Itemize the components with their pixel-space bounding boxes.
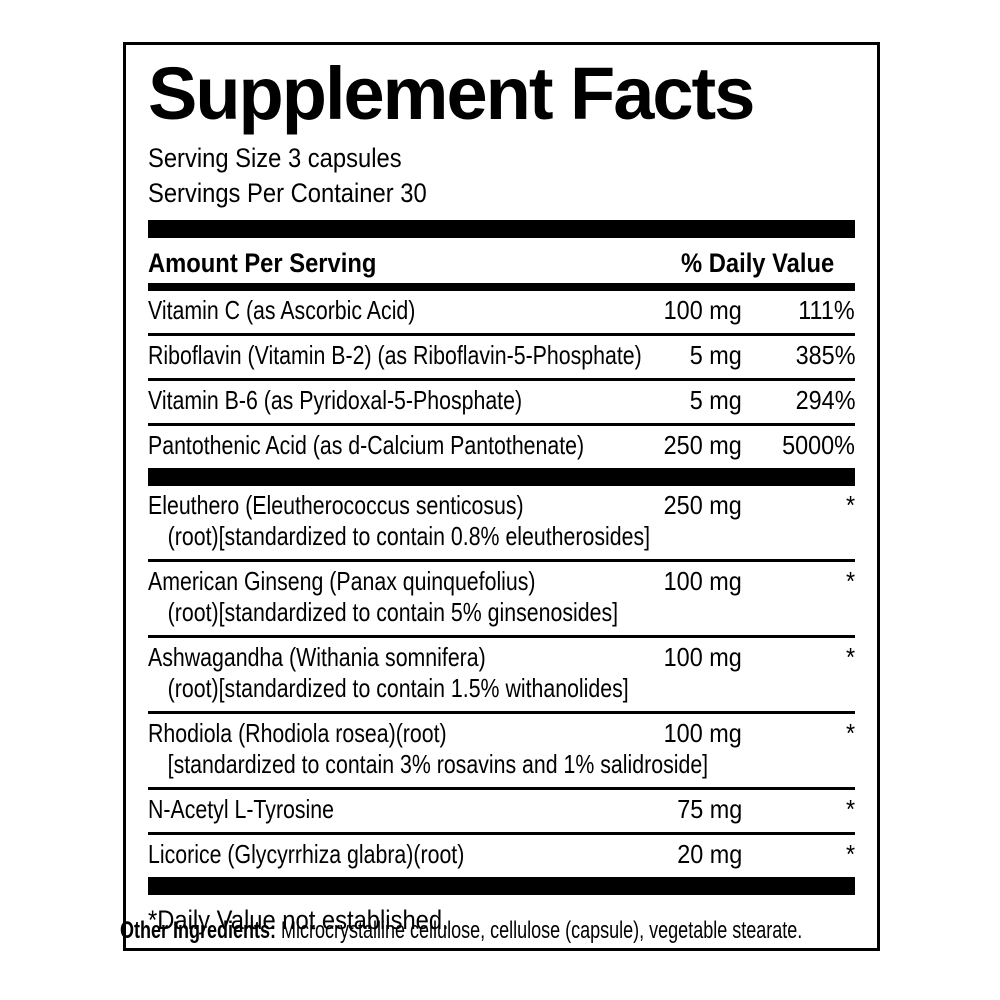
table-row: Vitamin C (as Ascorbic Acid) 100 mg 111% bbox=[148, 291, 855, 333]
daily-value-footnote: *Daily Value not established. bbox=[148, 905, 449, 935]
daily-value-cell: 5000% bbox=[774, 430, 855, 461]
daily-value-header: % Daily Value bbox=[680, 248, 835, 278]
daily-value-cell: 385% bbox=[789, 340, 855, 371]
ingredient-daily-value: 111% bbox=[798, 295, 855, 325]
table-header: Amount Per Serving % Daily Value bbox=[148, 246, 855, 291]
ingredient-daily-value: 5000% bbox=[782, 430, 855, 460]
amount-cell: 5 mg bbox=[684, 340, 742, 371]
ingredient-name: American Ginseng (Panax quinquefolius) bbox=[148, 566, 536, 596]
ingredient-standardization: (root)[standardized to contain 0.8% eleu… bbox=[167, 521, 651, 551]
ingredient-row-line: Pantothenic Acid (as d-Calcium Pantothen… bbox=[148, 430, 855, 461]
ingredient-amount: 75 mg bbox=[676, 794, 742, 824]
ingredient-amount: 20 mg bbox=[676, 839, 742, 869]
separator-bar bbox=[148, 468, 855, 486]
other-ingredients-text: Microcrystalline cellulose, cellulose (c… bbox=[276, 917, 803, 944]
table-row: N-Acetyl L-Tyrosine 75 mg * bbox=[148, 787, 855, 832]
daily-value-cell: * bbox=[845, 490, 855, 521]
amount-cell: 250 mg bbox=[655, 430, 742, 461]
amount-cell: 100 mg bbox=[655, 642, 742, 673]
amount-per-serving-header: Amount Per Serving bbox=[148, 248, 377, 278]
ingredient-row-line: American Ginseng (Panax quinquefolius) 10… bbox=[148, 566, 855, 597]
ingredient-name: Eleuthero (Eleutherococcus senticosus) bbox=[148, 490, 524, 520]
daily-value-cell: * bbox=[845, 642, 855, 673]
amount-cell: 250 mg bbox=[655, 490, 742, 521]
other-ingredients-label: Other Ingredients: bbox=[120, 917, 277, 944]
ingredient-daily-value: * bbox=[845, 490, 855, 520]
amount-cell: 100 mg bbox=[655, 566, 742, 597]
ingredient-standardization: (root)[standardized to contain 5% ginsen… bbox=[167, 597, 619, 627]
table-row: Licorice (Glycyrrhiza glabra)(root) 20 mg… bbox=[148, 832, 855, 877]
table-row: Riboflavin (Vitamin B-2) (as Riboflavin-… bbox=[148, 333, 855, 378]
ingredient-row-line: Vitamin B-6 (as Pyridoxal-5-Phosphate) 5 … bbox=[148, 385, 855, 416]
ingredient-amount: 250 mg bbox=[663, 490, 742, 520]
ingredient-amount: 100 mg bbox=[663, 642, 742, 672]
table-row: Eleuthero (Eleutherococcus senticosus) 25… bbox=[148, 486, 855, 559]
table-row: Pantothenic Acid (as d-Calcium Pantothen… bbox=[148, 423, 855, 468]
ingredient-daily-value: * bbox=[845, 839, 855, 869]
daily-value-cell: * bbox=[845, 839, 855, 870]
ingredient-amount: 5 mg bbox=[689, 340, 742, 370]
ingredient-row-line: Ashwagandha (Withania somnifera) 100 mg * bbox=[148, 642, 855, 673]
table-row: Rhodiola (Rhodiola rosea)(root) 100 mg * [s… bbox=[148, 711, 855, 787]
table-row: Vitamin B-6 (as Pyridoxal-5-Phosphate) 5 … bbox=[148, 378, 855, 423]
ingredient-daily-value: * bbox=[845, 794, 855, 824]
ingredient-daily-value: 294% bbox=[795, 385, 855, 415]
amount-cell: 20 mg bbox=[670, 839, 742, 870]
ingredient-row-line: Rhodiola (Rhodiola rosea)(root) 100 mg * bbox=[148, 718, 855, 749]
ingredient-daily-value: 385% bbox=[795, 340, 855, 370]
ingredient-daily-value: * bbox=[845, 642, 855, 672]
ingredient-amount: 250 mg bbox=[663, 430, 742, 460]
ingredient-amount: 100 mg bbox=[663, 718, 742, 748]
ingredient-name: N-Acetyl L-Tyrosine bbox=[148, 794, 335, 824]
ingredient-amount: 5 mg bbox=[689, 385, 742, 415]
daily-value-cell: 111% bbox=[792, 295, 855, 326]
ingredient-standardization: (root)[standardized to contain 1.5% with… bbox=[167, 673, 629, 703]
ingredient-daily-value: * bbox=[845, 566, 855, 596]
ingredient-row-line: Licorice (Glycyrrhiza glabra)(root) 20 mg… bbox=[148, 839, 855, 870]
ingredient-row-line: N-Acetyl L-Tyrosine 75 mg * bbox=[148, 794, 855, 825]
daily-value-cell: * bbox=[845, 794, 855, 825]
ingredient-name: Pantothenic Acid (as d-Calcium Pantothen… bbox=[148, 430, 585, 460]
separator-bar-top bbox=[148, 220, 855, 238]
amount-cell: 5 mg bbox=[684, 385, 742, 416]
amount-cell: 100 mg bbox=[655, 718, 742, 749]
ingredient-amount: 100 mg bbox=[663, 566, 742, 596]
amount-cell: 100 mg bbox=[655, 295, 742, 326]
table-row: American Ginseng (Panax quinquefolius) 10… bbox=[148, 559, 855, 635]
ingredient-row-line: Eleuthero (Eleutherococcus senticosus) 25… bbox=[148, 490, 855, 521]
ingredient-row-line: Riboflavin (Vitamin B-2) (as Riboflavin-… bbox=[148, 340, 855, 371]
servings-per-container: Servings Per Container 30 bbox=[148, 178, 427, 208]
ingredient-standardization: [standardized to contain 3% rosavins and… bbox=[167, 749, 709, 779]
ingredient-name: Rhodiola (Rhodiola rosea)(root) bbox=[148, 718, 447, 748]
ingredient-name: Licorice (Glycyrrhiza glabra)(root) bbox=[148, 839, 465, 869]
ingredient-name: Vitamin C (as Ascorbic Acid) bbox=[148, 295, 416, 325]
table-row: Ashwagandha (Withania somnifera) 100 mg * (… bbox=[148, 635, 855, 711]
daily-value-cell: * bbox=[845, 718, 855, 749]
ingredient-amount: 100 mg bbox=[663, 295, 742, 325]
ingredient-name: Ashwagandha (Withania somnifera) bbox=[148, 642, 486, 672]
serving-size: Serving Size 3 capsules bbox=[148, 143, 402, 173]
ingredients-table: Vitamin C (as Ascorbic Acid) 100 mg 111% Ri… bbox=[148, 291, 855, 895]
ingredient-daily-value: * bbox=[845, 718, 855, 748]
separator-bar bbox=[148, 877, 855, 895]
other-ingredients-line: Other Ingredients: Microcrystalline cell… bbox=[120, 916, 802, 946]
ingredient-name: Riboflavin (Vitamin B-2) (as Riboflavin-… bbox=[148, 340, 642, 370]
ingredient-row-line: Vitamin C (as Ascorbic Acid) 100 mg 111% bbox=[148, 295, 855, 326]
ingredient-name: Vitamin B-6 (as Pyridoxal-5-Phosphate) bbox=[148, 385, 523, 415]
panel-title: Supplement Facts bbox=[148, 52, 755, 135]
supplement-facts-panel: Supplement Facts Serving Size 3 capsules… bbox=[123, 42, 880, 951]
amount-cell: 75 mg bbox=[670, 794, 742, 825]
daily-value-cell: 294% bbox=[789, 385, 855, 416]
daily-value-cell: * bbox=[845, 566, 855, 597]
